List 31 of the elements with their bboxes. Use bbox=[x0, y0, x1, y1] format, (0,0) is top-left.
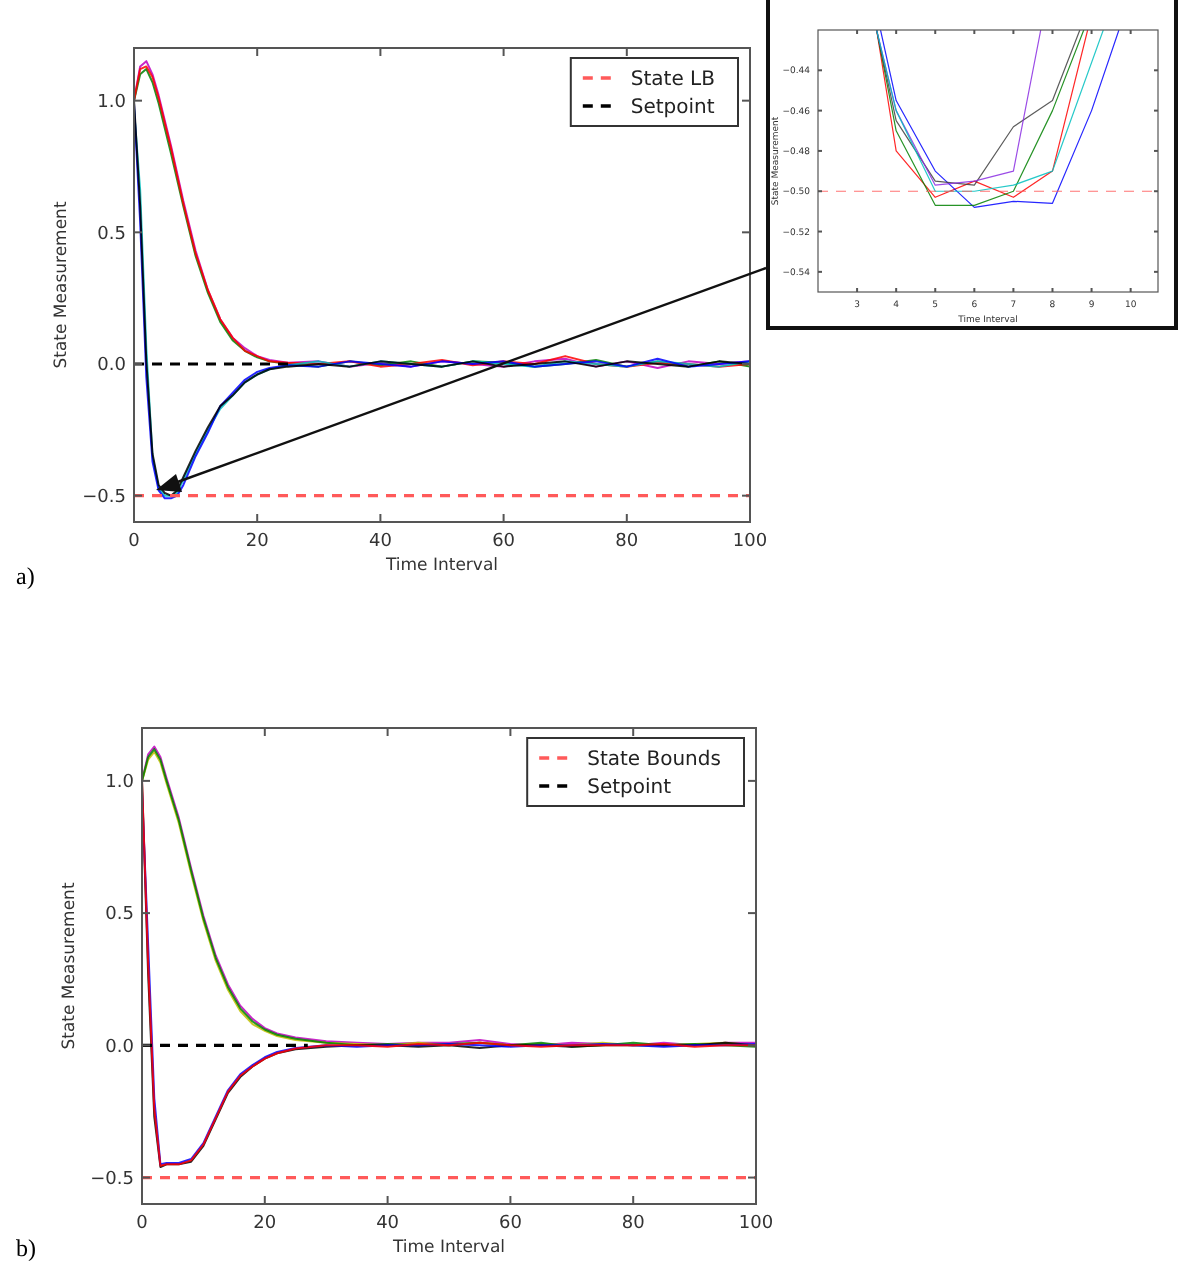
y-tick-label: 0.5 bbox=[105, 905, 134, 926]
text: a) bbox=[16, 562, 35, 590]
x-tick-label: 0 bbox=[128, 532, 141, 552]
y-tick-label: 0.0 bbox=[105, 1037, 135, 1058]
legend-label: State Bounds bbox=[587, 749, 721, 771]
text: b) bbox=[16, 1234, 36, 1262]
x-axis-title: Time Interval bbox=[390, 1238, 506, 1258]
y-tick-label: 1.0 bbox=[97, 92, 127, 113]
x-tick-label: 80 bbox=[621, 1214, 646, 1234]
line-series bbox=[879, 30, 1120, 208]
legend-label: Setpoint bbox=[587, 777, 672, 799]
x-tick-label: 20 bbox=[245, 532, 270, 552]
x-tick-label: 60 bbox=[492, 532, 516, 552]
x-tick-label: 40 bbox=[368, 532, 393, 552]
x-tick-label: 0 bbox=[136, 1214, 149, 1234]
y-tick-label: 0.5 bbox=[97, 224, 126, 245]
y-tick-label: 1.0 bbox=[105, 773, 135, 794]
y-tick-label: −0.5 bbox=[90, 1169, 134, 1190]
y-axis-title: State Measurement bbox=[60, 881, 80, 1050]
legend-label: Setpoint bbox=[630, 97, 715, 119]
x-tick-label: 60 bbox=[498, 1214, 523, 1234]
y-tick-label: 0.0 bbox=[97, 356, 127, 377]
x-tick-label: 40 bbox=[376, 1214, 400, 1234]
x-axis-title: Time Interval bbox=[383, 556, 499, 576]
x-tick-label: 100 bbox=[732, 532, 768, 552]
x-tick-label: 100 bbox=[738, 1214, 774, 1234]
y-axis-title: State Measurement bbox=[52, 200, 72, 369]
x-tick-label: 20 bbox=[253, 1214, 277, 1234]
y-tick-label: −0.5 bbox=[82, 487, 126, 508]
x-tick-label: 80 bbox=[615, 532, 639, 552]
legend-label: State LB bbox=[630, 69, 716, 91]
